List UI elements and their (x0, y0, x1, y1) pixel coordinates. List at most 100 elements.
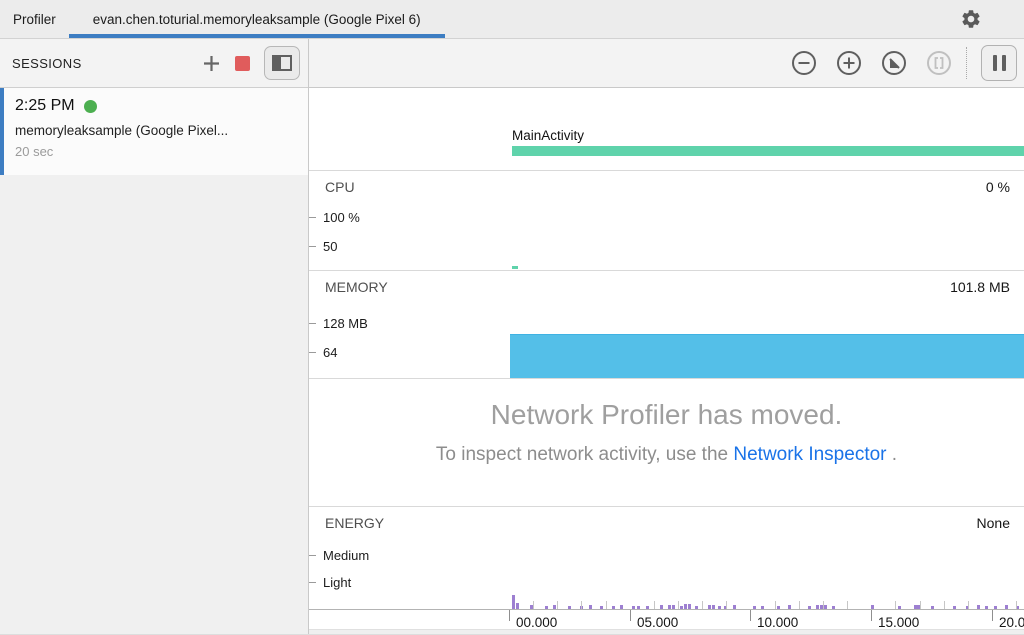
axis-minor-tick (919, 601, 921, 609)
axis-label: 20.00 (999, 615, 1024, 630)
axis-minor-tick (774, 601, 776, 609)
energy-bar (871, 605, 874, 609)
energy-bar (761, 606, 764, 609)
toolbar-divider (966, 47, 967, 79)
zoom-in-icon (836, 50, 862, 76)
session-time: 2:25 PM (15, 97, 75, 114)
sessions-title: SESSIONS (12, 55, 82, 71)
memory-value: 101.8 MB (950, 279, 1010, 295)
memory-usage-area (510, 334, 1024, 378)
energy-bar (824, 605, 827, 609)
timeline-toolbar (309, 39, 1024, 88)
add-session-button[interactable] (202, 54, 221, 73)
network-inspector-link[interactable]: Network Inspector (733, 444, 887, 465)
energy-bar (931, 606, 934, 609)
energy-bar (600, 606, 603, 609)
zoom-to-selection-button[interactable] (926, 50, 952, 76)
energy-bar (718, 606, 721, 609)
energy-bar (612, 606, 615, 609)
sessions-toolbar: SESSIONS (0, 39, 308, 88)
reset-zoom-icon (881, 50, 907, 76)
axis-minor-tick (702, 601, 704, 609)
live-session-dot-icon (83, 99, 97, 113)
cpu-value: 0 % (985, 179, 1010, 195)
energy-bar (620, 605, 623, 609)
axis-minor-tick (678, 601, 680, 609)
axis-minor-tick (581, 601, 583, 609)
axis-label: 00.000 (516, 615, 558, 630)
energy-bar (568, 606, 571, 609)
memory-label: MEMORY (325, 279, 388, 295)
energy-bar (1016, 606, 1019, 609)
stop-session-button[interactable] (235, 55, 250, 71)
activity-lifecycle-bar (512, 146, 1024, 156)
energy-bar (977, 605, 980, 609)
cpu-label: CPU (325, 179, 355, 195)
energy-bar (832, 606, 835, 609)
axis-major-tick (871, 610, 872, 621)
cpu-tick-100: 100 % (323, 210, 360, 225)
energy-tick-light: Light (323, 575, 352, 590)
energy-bar (553, 605, 556, 609)
energy-bar (516, 603, 519, 609)
axis-label: 10.000 (757, 615, 799, 630)
cpu-track[interactable]: CPU 0 % 100 % 50 (309, 171, 1024, 271)
network-banner: Network Profiler has moved. To inspect n… (309, 399, 1024, 507)
tabbar-actions (960, 0, 1024, 38)
network-moved-title: Network Profiler has moved. (490, 399, 843, 430)
energy-bar (695, 606, 698, 609)
energy-bar (712, 605, 715, 609)
axis-minor-tick (943, 601, 945, 609)
zoom-in-button[interactable] (836, 50, 862, 76)
energy-bar (708, 605, 711, 609)
energy-bar (646, 606, 649, 609)
energy-tick-medium: Medium (323, 548, 370, 563)
axis-minor-tick (895, 601, 897, 609)
tab-session[interactable]: evan.chen.toturial.memoryleaksample (Goo… (68, 0, 445, 38)
plus-icon (202, 54, 221, 73)
energy-bar (545, 606, 548, 609)
energy-bar (816, 605, 819, 609)
energy-bar (632, 606, 635, 609)
memory-track[interactable]: MEMORY 101.8 MB 128 MB 64 (309, 271, 1024, 379)
session-name: memoryleaksample (Google Pixel... (15, 123, 229, 138)
energy-track[interactable]: ENERGY None Medium Light (309, 507, 1024, 610)
energy-bar (637, 606, 640, 609)
axis-major-tick (750, 610, 751, 621)
energy-label: ENERGY (325, 515, 385, 531)
collapse-sessions-button[interactable] (264, 46, 300, 80)
pause-live-button[interactable] (981, 45, 1017, 81)
tab-bar: Profiler evan.chen.toturial.memoryleaksa… (0, 0, 1024, 39)
energy-bar (530, 605, 533, 609)
timeline-charts: MainActivity CPU 0 % 100 % 50 MEMORY 101… (309, 88, 1024, 634)
reset-zoom-button[interactable] (881, 50, 907, 76)
axis-minor-tick (967, 601, 969, 609)
session-item[interactable]: 2:25 PM memoryleaksample (Google Pixel..… (0, 88, 308, 175)
gear-icon[interactable] (960, 8, 982, 30)
axis-minor-tick (726, 601, 728, 609)
events-track[interactable]: MainActivity (309, 88, 1024, 171)
tab-profiler[interactable]: Profiler (0, 0, 69, 38)
energy-bar (917, 605, 920, 609)
energy-bar (1005, 605, 1008, 609)
energy-bar (898, 606, 901, 609)
pause-icon (992, 55, 997, 71)
cpu-tick-50: 50 (323, 239, 338, 254)
active-tab-underline (68, 34, 445, 38)
axis-minor-tick (653, 601, 655, 609)
energy-bar (688, 604, 691, 609)
zoom-out-icon (791, 50, 817, 76)
zoom-to-selection-icon (926, 50, 952, 76)
energy-bar (753, 606, 756, 609)
sessions-panel: SESSIONS (0, 39, 309, 634)
body: SESSIONS (0, 39, 1024, 634)
zoom-out-button[interactable] (791, 50, 817, 76)
energy-bar (985, 606, 988, 609)
energy-bar (953, 606, 956, 609)
axis-minor-tick (533, 601, 535, 609)
energy-bar (660, 605, 663, 609)
axis-label: 05.000 (637, 615, 679, 630)
cpu-event-marker (512, 266, 518, 269)
profiler-main: MainActivity CPU 0 % 100 % 50 MEMORY 101… (309, 39, 1024, 634)
